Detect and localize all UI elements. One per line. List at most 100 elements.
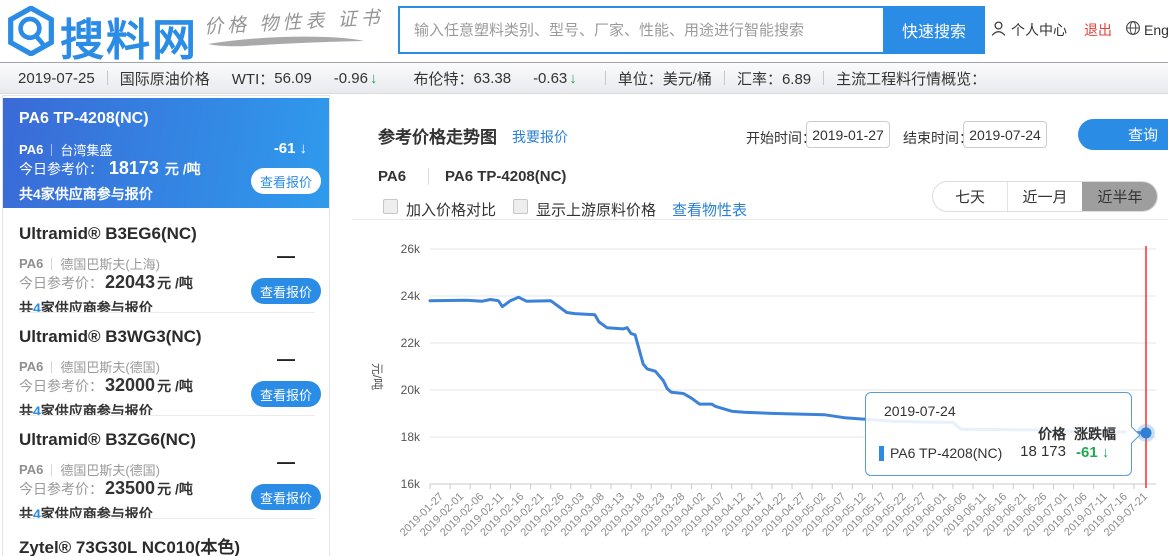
query-button[interactable]: 查询 xyxy=(1078,119,1168,150)
ticker-separator xyxy=(723,71,725,85)
product-card-selected[interactable]: PA6 TP-4208(NC) PA6 台湾集盛 -61 ↓ 今日参考价： 181… xyxy=(3,98,329,208)
svg-text:24k: 24k xyxy=(401,289,421,303)
end-date-input[interactable] xyxy=(963,121,1047,148)
tooltip-price-value: 18 173 xyxy=(1020,443,1066,460)
site-logo-text[interactable]: 搜料网 xyxy=(60,16,198,65)
tab-one-month[interactable]: 近一月 xyxy=(1007,182,1082,211)
product-title: Zytel® 73G30L NC010(本色) xyxy=(19,538,241,556)
start-date-input[interactable] xyxy=(806,121,890,148)
view-quotes-button[interactable]: 查看报价 xyxy=(251,381,321,407)
logo-hexagon-search-icon xyxy=(6,5,56,61)
tab-seven-days[interactable]: 七天 xyxy=(954,189,985,206)
i-want-quote-link[interactable]: 我要报价 xyxy=(512,129,568,145)
vendor-label: 德国巴斯夫(德国) xyxy=(60,360,160,375)
product-title: PA6 TP-4208(NC) xyxy=(19,110,149,127)
svg-text:20k: 20k xyxy=(401,383,421,397)
category-label: PA6 xyxy=(19,142,44,157)
svg-text:26k: 26k xyxy=(401,242,421,256)
compare-price-label: 加入价格对比 xyxy=(406,202,497,219)
user-center-label: 个人中心 xyxy=(1011,22,1067,38)
no-change-dash: — xyxy=(277,246,295,266)
divider xyxy=(19,415,315,416)
user-center-link[interactable]: 个人中心 xyxy=(990,20,1067,40)
vendor-label: 德国巴斯夫(上海) xyxy=(60,257,160,272)
ticker-separator xyxy=(106,71,108,85)
search-bar: 快速搜索 xyxy=(398,6,985,54)
today-price-row: 今日参考价： 22043 元 /吨 xyxy=(19,272,193,292)
svg-text:18k: 18k xyxy=(401,430,421,444)
tab-half-year[interactable]: 近半年 xyxy=(1082,182,1157,211)
language-switch[interactable]: English xyxy=(1125,20,1168,39)
view-quotes-button[interactable]: 查看报价 xyxy=(251,484,321,510)
product-card[interactable]: Ultramid® B3WG3(NC) PA6 德国巴斯夫(德国) — 今日参考价… xyxy=(3,313,329,419)
svg-text:16k: 16k xyxy=(401,477,421,491)
breadcrumb-product: PA6 TP-4208(NC) xyxy=(445,168,567,185)
series-marker-icon xyxy=(879,446,884,461)
tooltip-change-value: -61 ↓ xyxy=(1076,444,1110,461)
compare-price-checkbox[interactable] xyxy=(383,199,398,214)
price-value: 18173 xyxy=(108,158,159,178)
product-list-sidebar: PA6 TP-4208(NC) PA6 台湾集盛 -61 ↓ 今日参考价： 181… xyxy=(2,95,330,556)
price-trend-chart: 26k 24k 22k 20k 18k 16k 2019-01-27 2019-02-01 20… xyxy=(350,230,1168,556)
logout-link[interactable]: 退出 xyxy=(1084,22,1112,38)
divider xyxy=(51,257,53,270)
no-change-dash: — xyxy=(277,452,295,472)
down-arrow-icon: ↓ xyxy=(1101,444,1110,461)
price-unit: 元 /吨 xyxy=(164,161,201,177)
divider xyxy=(19,518,315,519)
brent-label: 布伦特： xyxy=(413,70,474,88)
upstream-price-label: 显示上游原料价格 xyxy=(536,202,657,219)
product-title: Ultramid® B3EG6(NC) xyxy=(19,224,197,243)
product-card[interactable]: Zytel® 73G30L NC010(本色) xyxy=(3,519,329,556)
product-category-row: PA6 德国巴斯夫(上海) xyxy=(19,256,160,272)
vendor-label: 台湾集盛 xyxy=(60,143,113,158)
divider xyxy=(51,143,53,156)
quick-search-button[interactable]: 快速搜索 xyxy=(883,6,985,54)
brent-change: -0.63 xyxy=(533,69,568,87)
price-trend-chart-canvas[interactable]: 26k24k22k20k18k16k2019-01-272019-02-0120… xyxy=(350,230,1168,556)
product-category-row: PA6 台湾集盛 xyxy=(19,140,112,159)
suppliers-row: 共4家供应商参与报价 xyxy=(19,186,153,202)
search-input[interactable] xyxy=(398,6,883,54)
ticker-separator xyxy=(604,71,606,85)
upstream-price-checkbox[interactable] xyxy=(513,199,528,214)
divider xyxy=(19,312,315,313)
breadcrumb-category[interactable]: PA6 xyxy=(378,168,407,185)
page-title: 参考价格走势图 xyxy=(378,128,497,147)
language-label: English xyxy=(1144,21,1168,38)
time-range-tab-group: 七天 近一月 近半年 xyxy=(932,181,1158,212)
wti-down-arrow-icon: ↓ xyxy=(370,69,378,87)
view-quotes-button[interactable]: 查看报价 xyxy=(251,168,321,194)
product-category-row: PA6 德国巴斯夫(德国) xyxy=(19,462,160,478)
end-time-label: 结束时间： xyxy=(903,130,973,146)
today-price-row: 今日参考价： 18173 元 /吨 xyxy=(19,158,201,179)
divider xyxy=(51,360,53,373)
today-price-row: 今日参考价： 32000 元 /吨 xyxy=(19,375,193,395)
wti-change: -0.96 xyxy=(333,69,368,87)
ticker-separator xyxy=(823,71,825,85)
down-arrow-icon: ↓ xyxy=(299,140,308,157)
market-ticker-bar: 2019-07-25 国际原油价格 WTI： 56.09 -0.96 ↓ 布伦特… xyxy=(0,62,1168,94)
view-properties-link[interactable]: 查看物性表 xyxy=(672,202,748,219)
oil-price-label: 国际原油价格 xyxy=(119,70,210,88)
price-change-badge: -61 ↓ xyxy=(273,140,308,157)
ticker-unit: 单位：美元/桶 xyxy=(617,70,712,88)
svg-text:22k: 22k xyxy=(401,336,421,350)
start-time-label: 开始时间： xyxy=(746,130,816,146)
product-category-row: PA6 德国巴斯夫(德国) xyxy=(19,359,160,375)
product-card[interactable]: Ultramid® B3ZG6(NC) PA6 德国巴斯夫(德国) — 今日参考价… xyxy=(3,416,329,522)
globe-icon xyxy=(1125,20,1141,39)
ticker-overview-label[interactable]: 主流工程料行情概览： xyxy=(836,70,987,88)
y-axis-unit-label: 元/吨 xyxy=(370,362,385,391)
no-change-dash: — xyxy=(277,349,295,369)
product-card[interactable]: Ultramid® B3EG6(NC) PA6 德国巴斯夫(上海) — 今日参考价… xyxy=(3,210,329,316)
view-quotes-button[interactable]: 查看报价 xyxy=(251,278,321,304)
today-price-row: 今日参考价： 23500 元 /吨 xyxy=(19,478,193,498)
wti-label: WTI： xyxy=(231,70,275,88)
tooltip-date: 2019-07-24 xyxy=(884,403,956,419)
divider xyxy=(352,219,1168,220)
tooltip-series-name: PA6 TP-4208(NC) xyxy=(890,445,1003,461)
vendor-label: 德国巴斯夫(德国) xyxy=(60,463,160,478)
brush-stroke-decoration xyxy=(206,34,366,53)
product-title: Ultramid® B3WG3(NC) xyxy=(19,327,202,346)
